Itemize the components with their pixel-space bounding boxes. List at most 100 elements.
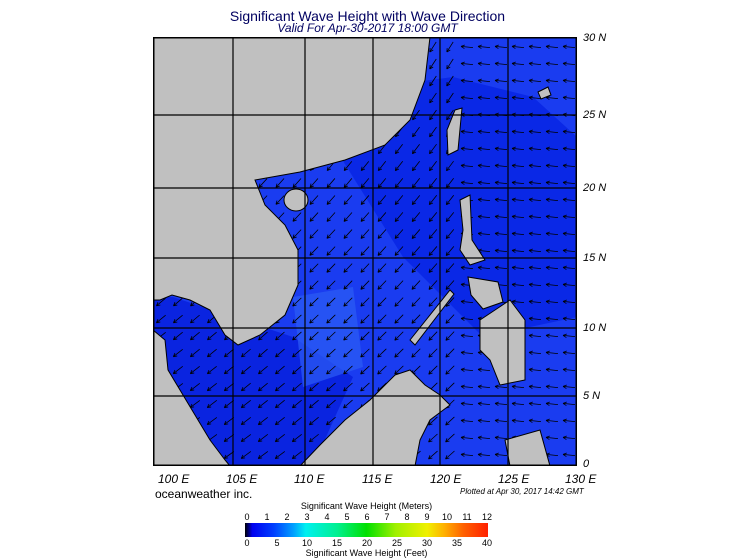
wave-arrow bbox=[257, 451, 269, 459]
wave-arrow bbox=[223, 417, 235, 426]
wave-arrow bbox=[411, 348, 421, 358]
legend-meters-tick: 1 bbox=[264, 512, 270, 522]
wave-arrow bbox=[257, 416, 268, 426]
legend-feet-tick: 25 bbox=[391, 538, 403, 548]
wave-arrow bbox=[377, 178, 387, 189]
wave-arrow bbox=[545, 299, 559, 304]
wave-arrow bbox=[394, 331, 404, 341]
wave-arrow bbox=[545, 248, 559, 253]
wave-arrow bbox=[562, 316, 576, 321]
wave-arrow bbox=[309, 399, 319, 409]
wave-arrow bbox=[445, 263, 455, 273]
wave-arrow bbox=[412, 126, 420, 138]
wave-arrow bbox=[240, 399, 251, 409]
wave-arrow bbox=[494, 197, 508, 202]
wave-arrow bbox=[528, 78, 542, 83]
wave-arrow bbox=[477, 180, 491, 185]
wave-arrow bbox=[206, 382, 217, 392]
wave-arrow bbox=[394, 229, 404, 239]
wave-arrow bbox=[207, 331, 217, 341]
wave-arrow bbox=[562, 61, 576, 66]
legend-feet-tick: 35 bbox=[451, 538, 463, 548]
wave-arrow bbox=[343, 263, 353, 273]
wave-arrow bbox=[206, 365, 217, 375]
wave-arrow bbox=[545, 61, 559, 66]
wave-arrow bbox=[562, 418, 576, 423]
wave-arrow bbox=[477, 197, 491, 202]
wave-arrow bbox=[477, 129, 491, 134]
wave-arrow bbox=[477, 95, 491, 100]
lon-label: 120 E bbox=[430, 472, 462, 486]
wave-arrow bbox=[511, 61, 525, 66]
lat-label: 15 N bbox=[583, 252, 607, 264]
wave-arrow bbox=[460, 333, 474, 338]
wave-arrow bbox=[240, 382, 251, 392]
wave-arrow bbox=[326, 195, 336, 205]
wave-arrow bbox=[257, 399, 268, 409]
wave-arrow bbox=[258, 348, 268, 358]
wave-arrow bbox=[528, 44, 542, 49]
legend-meters-tick: 12 bbox=[481, 512, 493, 522]
wave-arrow bbox=[394, 348, 404, 358]
wave-arrow bbox=[292, 399, 302, 409]
wave-arrow bbox=[445, 433, 455, 443]
legend-meters-tick: 9 bbox=[424, 512, 430, 522]
wave-arrow bbox=[494, 401, 508, 406]
wave-arrow bbox=[562, 435, 576, 440]
wave-arrow bbox=[411, 297, 421, 307]
chart-title: Significant Wave Height with Wave Direct… bbox=[229, 8, 506, 24]
wave-arrow bbox=[275, 195, 285, 205]
wave-arrow bbox=[562, 78, 576, 83]
wave-arrow bbox=[360, 195, 370, 205]
legend-meters-tick: 5 bbox=[344, 512, 350, 522]
legend-meters-tick: 7 bbox=[384, 512, 390, 522]
wave-arrow bbox=[156, 297, 166, 307]
legend-feet-tick: 40 bbox=[481, 538, 493, 548]
wave-arrow bbox=[460, 384, 474, 389]
wave-arrow bbox=[343, 212, 353, 222]
wave-arrow bbox=[562, 384, 576, 389]
wave-arrow bbox=[326, 263, 336, 273]
legend-meters-tick: 10 bbox=[441, 512, 453, 522]
wave-arrow bbox=[494, 146, 508, 151]
wave-arrow bbox=[528, 248, 542, 253]
wave-arrow bbox=[411, 161, 420, 172]
wave-arrow bbox=[445, 382, 455, 392]
wave-arrow bbox=[445, 348, 455, 358]
brand-label: oceanweather inc. bbox=[155, 487, 253, 501]
land bbox=[153, 37, 552, 466]
wave-arrow bbox=[460, 299, 474, 304]
wave-arrow bbox=[292, 348, 302, 358]
wave-arrow bbox=[343, 399, 353, 409]
wave-arrow bbox=[494, 435, 508, 440]
wave-arrow bbox=[477, 418, 491, 423]
wave-arrow bbox=[511, 231, 525, 236]
wave-arrow bbox=[428, 229, 438, 239]
wave-arrow bbox=[429, 143, 437, 155]
wave-arrow bbox=[445, 314, 455, 324]
wave-arrow bbox=[377, 195, 387, 205]
wave-arrow bbox=[172, 331, 183, 341]
wave-arrow bbox=[309, 314, 319, 324]
wave-arrow bbox=[494, 180, 508, 185]
wave-arrow bbox=[394, 246, 404, 256]
wave-arrow bbox=[291, 416, 302, 426]
wave-arrow bbox=[460, 44, 474, 49]
wave-arrow bbox=[309, 229, 319, 239]
wave-arrow bbox=[411, 263, 421, 273]
wave-arrow bbox=[173, 314, 183, 324]
wave-arrow bbox=[360, 263, 370, 273]
wave-arrow bbox=[240, 451, 252, 459]
land-palawan bbox=[409, 289, 455, 346]
wave-arrow bbox=[460, 401, 474, 406]
wave-arrow bbox=[343, 161, 353, 171]
wave-arrow bbox=[511, 78, 525, 83]
wave-arrow bbox=[360, 331, 370, 341]
wave-arrow bbox=[394, 314, 404, 324]
wave-arrow bbox=[494, 44, 508, 49]
wave-arrow bbox=[309, 365, 319, 375]
wave-arrow bbox=[528, 231, 542, 236]
wave-arrow bbox=[292, 297, 302, 307]
legend-feet-tick: 15 bbox=[331, 538, 343, 548]
land-luzon bbox=[459, 194, 486, 266]
